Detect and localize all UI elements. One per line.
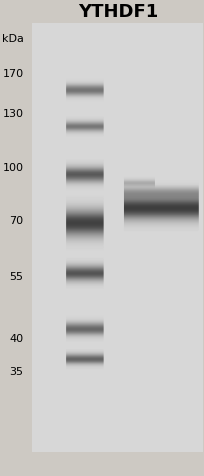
- Text: 70: 70: [9, 216, 23, 227]
- Text: 35: 35: [9, 367, 23, 377]
- Text: YTHDF1: YTHDF1: [78, 3, 159, 21]
- Text: kDa: kDa: [2, 34, 23, 44]
- Text: 40: 40: [9, 334, 23, 344]
- Text: 170: 170: [2, 69, 23, 79]
- Text: 130: 130: [2, 109, 23, 119]
- Text: 55: 55: [9, 272, 23, 282]
- Text: 100: 100: [2, 162, 23, 173]
